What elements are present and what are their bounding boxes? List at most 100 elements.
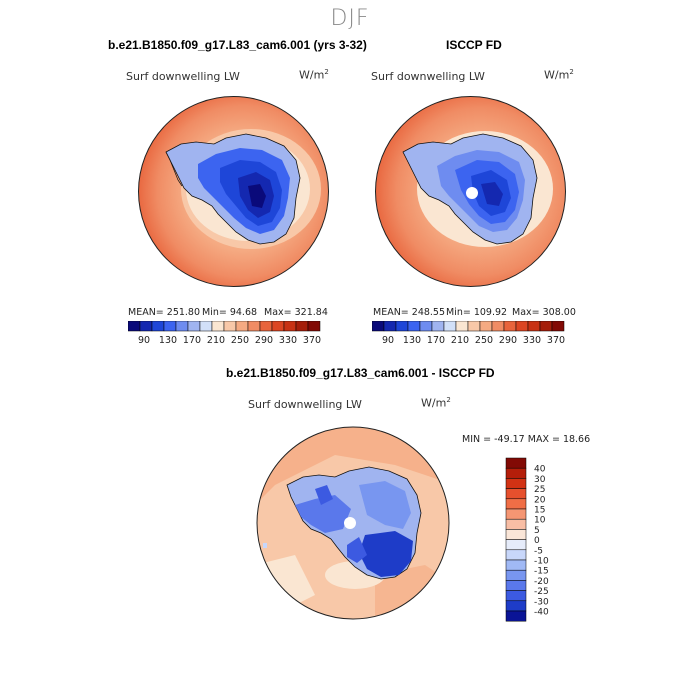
colorbar-swatch bbox=[505, 518, 527, 530]
colorbar-tick-label: 290 bbox=[499, 335, 517, 345]
colorbar-tick-label: 370 bbox=[547, 335, 565, 345]
colorbar-swatch bbox=[283, 321, 297, 332]
colorbar-swatch bbox=[479, 321, 493, 332]
colorbar-tick-label: 90 bbox=[138, 335, 150, 345]
panel3-title: b.e21.B1850.f09_g17.L83_cam6.001 - ISCCP… bbox=[226, 366, 495, 380]
colorbar-tick-label: 40 bbox=[534, 465, 546, 475]
panel3-minmax: MIN = -49.17 MAX = 18.66 bbox=[462, 434, 591, 445]
colorbar-tick-label: 20 bbox=[534, 495, 546, 505]
colorbar-swatch bbox=[443, 321, 457, 332]
colorbar-tick-label: 90 bbox=[382, 335, 394, 345]
colorbar-tick-label: -40 bbox=[534, 608, 549, 618]
panel1-map bbox=[138, 96, 329, 287]
panel2-min: Min= 109.92 bbox=[446, 307, 508, 318]
colorbar-swatch bbox=[505, 457, 527, 469]
colorbar-tick-label: -10 bbox=[534, 557, 549, 567]
colorbar-swatch bbox=[419, 321, 433, 332]
colorbar-swatch bbox=[259, 321, 273, 332]
colorbar-swatch bbox=[139, 321, 153, 332]
colorbar-swatch bbox=[271, 321, 285, 332]
panel1-title: b.e21.B1850.f09_g17.L83_cam6.001 (yrs 3-… bbox=[108, 38, 367, 52]
colorbar-swatch bbox=[455, 321, 469, 332]
colorbar-swatch bbox=[505, 590, 527, 602]
colorbar-swatch bbox=[175, 321, 189, 332]
colorbar-tick-label: 250 bbox=[475, 335, 493, 345]
colorbar-swatch bbox=[407, 321, 421, 332]
colorbar-tick-label: 210 bbox=[207, 335, 225, 345]
page-title: DJF bbox=[330, 6, 370, 31]
colorbar-swatch bbox=[247, 321, 261, 332]
colorbar-tick-label: -20 bbox=[534, 577, 549, 587]
colorbar-swatch bbox=[505, 569, 527, 581]
colorbar-tick-label: -15 bbox=[534, 567, 549, 577]
colorbar-swatch bbox=[295, 321, 309, 332]
colorbar-swatch bbox=[128, 321, 141, 332]
colorbar-swatch bbox=[505, 549, 527, 561]
colorbar-tick-label: -5 bbox=[534, 546, 543, 556]
colorbar-swatch bbox=[505, 508, 527, 520]
colorbar-swatch bbox=[163, 321, 177, 332]
colorbar-swatch bbox=[395, 321, 409, 332]
colorbar-swatch bbox=[505, 559, 527, 571]
panel2-units-label: W/m2 bbox=[544, 68, 574, 82]
colorbar-tick-label: 15 bbox=[534, 506, 545, 516]
colorbar-tick-label: 330 bbox=[279, 335, 297, 345]
colorbar-tick-label: -25 bbox=[534, 587, 549, 597]
colorbar-swatch bbox=[372, 321, 385, 332]
panel1-colorbar: 90 130 170 210 250 290 330 370 bbox=[128, 321, 321, 345]
colorbar-swatch bbox=[505, 580, 527, 591]
panel2-title: ISCCP FD bbox=[446, 38, 502, 52]
colorbar-swatch bbox=[467, 321, 481, 332]
panel2-map bbox=[375, 96, 566, 287]
panel1-min: Min= 94.68 bbox=[202, 307, 258, 318]
colorbar-swatch bbox=[491, 321, 505, 332]
panel1-max: Max= 321.84 bbox=[264, 307, 328, 318]
panel3-units-label: W/m2 bbox=[421, 396, 451, 410]
colorbar-tick-label: 330 bbox=[523, 335, 541, 345]
colorbar-swatch bbox=[503, 321, 517, 332]
panel2-max: Max= 308.00 bbox=[512, 307, 576, 318]
colorbar-swatch bbox=[527, 321, 541, 332]
colorbar-swatch bbox=[223, 321, 237, 332]
colorbar-swatch bbox=[505, 600, 527, 612]
colorbar-tick-label: 290 bbox=[255, 335, 273, 345]
colorbar-tick-label: 10 bbox=[534, 516, 546, 526]
colorbar-tick-label: 250 bbox=[231, 335, 249, 345]
colorbar-swatch bbox=[235, 321, 249, 332]
colorbar-swatch bbox=[211, 321, 225, 332]
colorbar-tick-label: 5 bbox=[534, 526, 540, 536]
colorbar-swatch bbox=[505, 610, 527, 622]
colorbar-tick-label: 210 bbox=[451, 335, 469, 345]
colorbar-tick-label: 25 bbox=[534, 485, 545, 495]
panel1-variable-label: Surf downwelling LW bbox=[126, 70, 240, 83]
colorbar-swatch bbox=[307, 321, 321, 332]
panel2-mean: MEAN= 248.55 bbox=[373, 307, 446, 318]
colorbar-tick-label: 370 bbox=[303, 335, 321, 345]
colorbar-swatch bbox=[383, 321, 397, 332]
colorbar-swatch bbox=[505, 467, 527, 479]
colorbar-swatch bbox=[505, 478, 527, 489]
panel2-colorbar: 90 130 170 210 250 290 330 370 bbox=[372, 321, 565, 345]
colorbar-swatch bbox=[505, 488, 527, 500]
colorbar-swatch bbox=[551, 321, 565, 332]
colorbar-swatch bbox=[515, 321, 529, 332]
colorbar-tick-label: 0 bbox=[534, 536, 540, 546]
colorbar-tick-label: 130 bbox=[403, 335, 421, 345]
colorbar-tick-label: -30 bbox=[534, 597, 549, 607]
colorbar-tick-label: 170 bbox=[427, 335, 445, 345]
colorbar-swatch bbox=[431, 321, 445, 332]
panel3-variable-label: Surf downwelling LW bbox=[248, 398, 362, 411]
colorbar-tick-label: 170 bbox=[183, 335, 201, 345]
panel2-variable-label: Surf downwelling LW bbox=[371, 70, 485, 83]
colorbar-tick-label: 30 bbox=[534, 475, 546, 485]
panel1-mean: MEAN= 251.80 bbox=[128, 307, 201, 318]
panel3-map bbox=[256, 426, 450, 620]
colorbar-swatch bbox=[199, 321, 213, 332]
colorbar-swatch bbox=[151, 321, 165, 332]
colorbar-swatch bbox=[187, 321, 201, 332]
colorbar-swatch bbox=[505, 498, 527, 510]
colorbar-tick-label: 130 bbox=[159, 335, 177, 345]
colorbar-swatch bbox=[505, 539, 527, 551]
panel1-units-label: W/m2 bbox=[299, 68, 329, 82]
